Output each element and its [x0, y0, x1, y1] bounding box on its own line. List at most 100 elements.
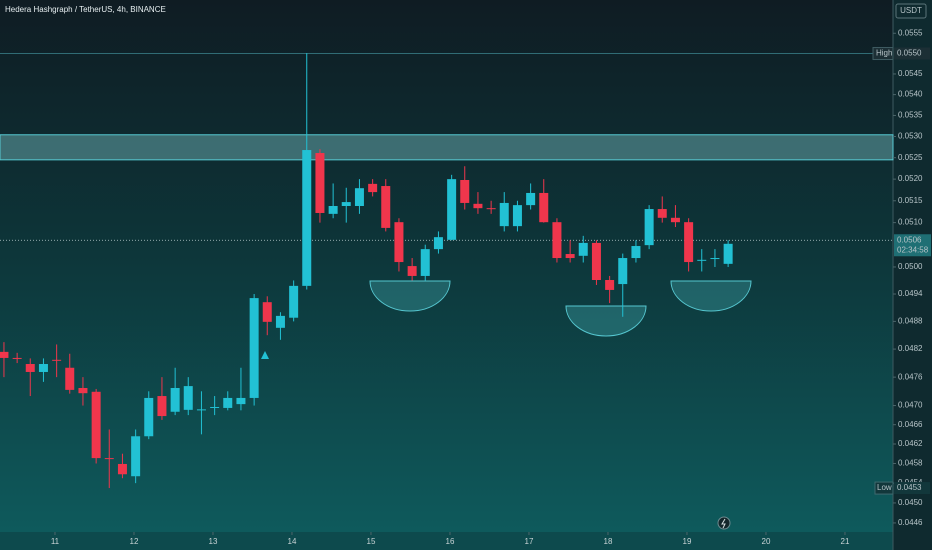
candle-body [210, 406, 220, 408]
candle-body [236, 397, 246, 405]
candle-body [78, 387, 88, 394]
x-tick-label: 17 [525, 537, 534, 546]
candle-body [394, 222, 404, 263]
candle-body [38, 364, 48, 372]
x-tick-label: 14 [288, 537, 297, 546]
candle-body [433, 237, 443, 250]
y-tick-label: 0.0450 [898, 498, 923, 507]
y-tick-label: 0.0530 [898, 132, 923, 141]
candle-body [196, 409, 206, 411]
signal-marker [261, 351, 269, 359]
y-tick-label: 0.0510 [898, 218, 923, 227]
candle-body [368, 183, 378, 193]
candle-body [697, 259, 707, 261]
candle-body [25, 364, 35, 372]
candle-body [275, 315, 285, 328]
candle-body [499, 202, 509, 227]
candle-body [328, 205, 338, 214]
y-tick-label: 0.0470 [898, 401, 923, 410]
cup-shape [670, 280, 752, 312]
y-tick-label: 0.0525 [898, 153, 923, 162]
candle-body [684, 222, 694, 263]
y-tick-label: 0.0462 [898, 439, 923, 448]
y-tick-label: 0.0458 [898, 459, 923, 468]
candle-body [104, 458, 114, 460]
candle-body [605, 280, 615, 290]
candle-body [578, 242, 588, 256]
y-tick-label: 0.0482 [898, 344, 923, 353]
candle-body [144, 397, 154, 437]
candle-body [170, 387, 180, 412]
currency: USDT [900, 6, 922, 15]
y-tick-label: 0.0545 [898, 69, 923, 78]
high-label-box [872, 47, 894, 61]
x-tick-label: 18 [604, 537, 613, 546]
currency-box[interactable] [895, 3, 927, 19]
candle-body [552, 222, 562, 259]
x-tick-label: 21 [841, 537, 850, 546]
low-value: 0.0453 [897, 483, 922, 492]
low-label: Low [877, 483, 892, 492]
candle-body [315, 153, 325, 213]
x-tick-label: 15 [367, 537, 376, 546]
high-label: High [876, 49, 892, 58]
candle-body [710, 258, 720, 260]
alert-icon[interactable] [717, 516, 731, 530]
y-tick-label: 0.0500 [898, 262, 923, 271]
candle-body [723, 243, 733, 264]
y-tick-label: 0.0446 [898, 518, 923, 527]
candle-body [117, 463, 127, 475]
candle-body [289, 285, 299, 318]
x-tick-label: 11 [51, 537, 60, 546]
candle-body [565, 254, 575, 259]
time-axis-background [0, 532, 893, 550]
candle-body [447, 179, 457, 240]
candle-body [302, 150, 312, 286]
y-tick-label: 0.0535 [898, 111, 923, 120]
y-tick-label: 0.0488 [898, 316, 923, 325]
candle-body [341, 202, 351, 206]
x-tick-label: 20 [762, 537, 771, 546]
candle-body [539, 192, 549, 223]
y-tick-label: 0.0466 [898, 420, 923, 429]
chart-title: Hedera Hashgraph / TetherUS, 4h, BINANCE [5, 5, 166, 14]
candle-body [670, 217, 680, 223]
candle-body [526, 192, 536, 206]
candle-body [486, 208, 496, 210]
high-value: 0.0550 [897, 49, 922, 58]
candle-body [420, 249, 430, 276]
countdown: 02:34:58 [897, 245, 929, 254]
candle-body [52, 359, 62, 361]
last-price: 0.0506 [897, 235, 922, 244]
x-tick-label: 12 [130, 537, 139, 546]
cup-shape [369, 280, 451, 312]
y-tick-label: 0.0515 [898, 196, 923, 205]
candle-body [249, 298, 259, 398]
candle-body [0, 351, 9, 358]
candle-body [473, 203, 483, 209]
candle-body [91, 391, 101, 459]
candle-body [381, 186, 391, 228]
high-value-box [894, 47, 930, 60]
candle-body [407, 266, 417, 276]
candle-body [223, 397, 233, 408]
cup-shape [565, 305, 647, 337]
low-value-box [894, 482, 930, 495]
low-label-box [874, 481, 894, 495]
candle-body [262, 302, 272, 322]
candle-body [157, 396, 167, 417]
x-tick-label: 16 [446, 537, 455, 546]
candle-body [131, 436, 141, 477]
y-tick-label: 0.0555 [898, 28, 923, 37]
candle-body [65, 367, 75, 390]
candle-body [618, 258, 628, 285]
candle-body [644, 209, 654, 246]
candle-body [183, 386, 193, 410]
x-tick-label: 13 [209, 537, 218, 546]
plot-background [0, 0, 893, 532]
alert-icon-glyph [721, 518, 726, 529]
y-tick-label: 0.0476 [898, 372, 923, 381]
candle-body [631, 246, 641, 259]
price-axis-background [893, 0, 932, 550]
